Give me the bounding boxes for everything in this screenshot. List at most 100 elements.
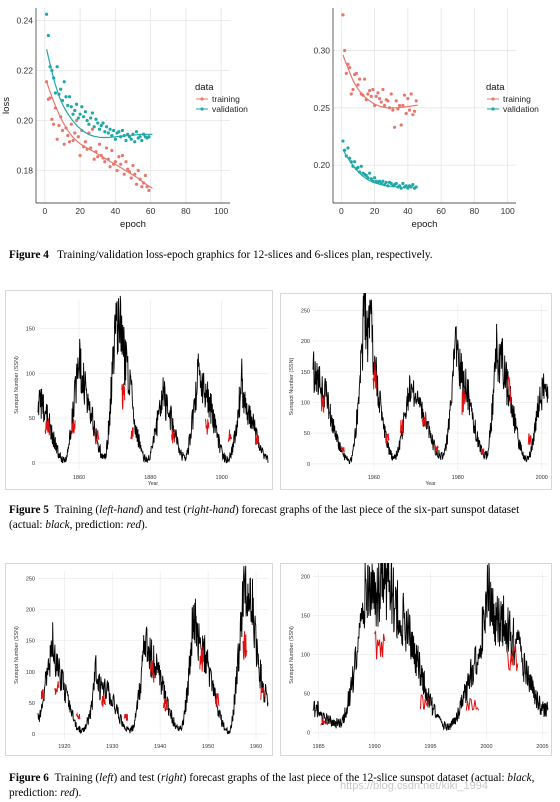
x-tick-label: 1940 xyxy=(154,744,166,750)
prediction-series-line xyxy=(54,681,60,695)
legend-label: validation xyxy=(503,104,539,114)
sunspot-training-chart-12-slice: 1920 1930 1940 1950 1960 0 50 100 150 200 250 Sunsp… xyxy=(5,563,273,756)
y-axis-label: Sunspot Number (SSN) xyxy=(14,626,20,684)
data-point xyxy=(69,105,73,109)
data-point xyxy=(64,95,68,99)
data-point xyxy=(89,116,93,120)
y-tick-label: 100 xyxy=(26,670,35,676)
x-tick-label: 1960 xyxy=(250,744,262,750)
caption-text: ) forecast graphs of the last piece of t… xyxy=(182,772,508,784)
legend-title: data xyxy=(195,82,214,93)
data-point xyxy=(126,167,130,171)
figure-label: Figure 6 xyxy=(9,772,49,784)
data-point xyxy=(108,127,112,131)
data-point xyxy=(97,142,102,146)
loss-epoch-chart-6-slices: 0 20 40 60 80 100 0.20 0.25 0.30 epoch datatrainin… xyxy=(313,8,539,230)
data-point xyxy=(379,100,383,104)
prediction-series-line xyxy=(44,418,51,436)
prediction-series-line xyxy=(465,697,480,711)
data-point xyxy=(407,108,412,112)
data-point xyxy=(372,176,377,180)
data-point xyxy=(343,48,347,53)
x-axis-label: epoch xyxy=(412,219,438,230)
data-point xyxy=(106,131,110,135)
data-point xyxy=(129,137,133,141)
data-point xyxy=(46,33,50,38)
chart-frame xyxy=(5,563,273,756)
data-point xyxy=(406,97,410,101)
data-point xyxy=(147,188,151,193)
data-point xyxy=(62,80,66,84)
data-point xyxy=(129,176,133,180)
prediction-series-line xyxy=(205,418,210,435)
legend-title: data xyxy=(486,82,505,93)
data-point xyxy=(411,113,415,117)
data-point xyxy=(409,92,413,96)
data-point xyxy=(71,112,75,116)
data-point xyxy=(85,118,89,123)
legend-key-point xyxy=(200,97,204,101)
y-tick-label: 0.24 xyxy=(16,16,33,26)
data-point xyxy=(401,103,405,108)
legend-label: training xyxy=(212,94,240,104)
y-tick-label: 0 xyxy=(307,731,310,737)
y-tick-label: 50 xyxy=(304,431,310,437)
data-point xyxy=(368,88,372,93)
y-tick-label: 150 xyxy=(26,639,35,645)
data-point xyxy=(62,142,66,146)
data-point xyxy=(363,77,367,81)
sunspot-test-chart-6-part: 1960 1980 2000 0 50 100 150 200 250 Year Sunspot N… xyxy=(280,293,552,490)
chart-frame xyxy=(5,290,273,490)
data-point xyxy=(341,139,345,143)
data-point xyxy=(80,105,84,109)
sunspot-training-chart-6-part: 1860 1880 1900 0 50 100 150 Year Sunspot Number … xyxy=(5,290,273,490)
data-point xyxy=(110,133,114,138)
figure-label: Figure 5 xyxy=(9,504,49,516)
y-axis-label: Sunspot Number (SSN) xyxy=(289,626,295,684)
data-point xyxy=(71,138,75,143)
prediction-series-line xyxy=(320,394,325,413)
data-point xyxy=(92,125,96,129)
caption-text: ) and test ( xyxy=(139,504,188,516)
data-point xyxy=(138,135,142,139)
figure-5-caption: Figure 5 Training (left-hand) and test (… xyxy=(9,503,554,533)
x-tick-label: 1980 xyxy=(452,475,464,481)
data-point xyxy=(113,160,117,164)
data-point xyxy=(67,140,72,144)
y-tick-label: 200 xyxy=(26,608,35,614)
data-point xyxy=(353,160,357,164)
data-point xyxy=(414,99,418,103)
y-tick-label: 0 xyxy=(32,461,35,467)
data-point xyxy=(44,12,49,16)
y-tick-label: 150 xyxy=(301,370,310,376)
caption-text: Training/validation loss-epoch graphics … xyxy=(57,249,433,261)
legend-label: validation xyxy=(212,104,248,114)
prediction-series-line xyxy=(480,448,485,456)
data-point xyxy=(382,103,387,108)
data-point xyxy=(101,121,105,125)
prediction-series-line xyxy=(130,427,134,440)
actual-series-line xyxy=(312,563,549,731)
data-point xyxy=(404,184,408,188)
data-point xyxy=(134,130,139,134)
data-point xyxy=(409,185,413,189)
figure-4-caption: Figure 4 Training/validation loss-epoch … xyxy=(9,248,554,263)
watermark: https://blog.csdn.net/kiki_1994 xyxy=(340,780,488,792)
smooth-trend-line xyxy=(342,149,401,188)
data-point xyxy=(348,66,352,70)
x-tick-label: 1950 xyxy=(202,744,214,750)
y-tick-label: 0.22 xyxy=(16,66,33,76)
data-point xyxy=(124,138,128,143)
y-axis-label: Sunspot Number (SSN) xyxy=(289,357,295,415)
y-tick-label: 100 xyxy=(301,653,310,659)
prediction-series-line xyxy=(40,689,45,700)
data-point xyxy=(115,168,119,173)
caption-emphasis: left xyxy=(99,772,114,784)
caption-emphasis: left-hand xyxy=(99,504,140,516)
caption-text: Training ( xyxy=(54,772,100,784)
data-point xyxy=(90,127,95,131)
data-point xyxy=(399,123,403,127)
data-point xyxy=(414,185,418,189)
x-tick-label: 1900 xyxy=(216,475,228,481)
prediction-series-line xyxy=(385,433,390,445)
